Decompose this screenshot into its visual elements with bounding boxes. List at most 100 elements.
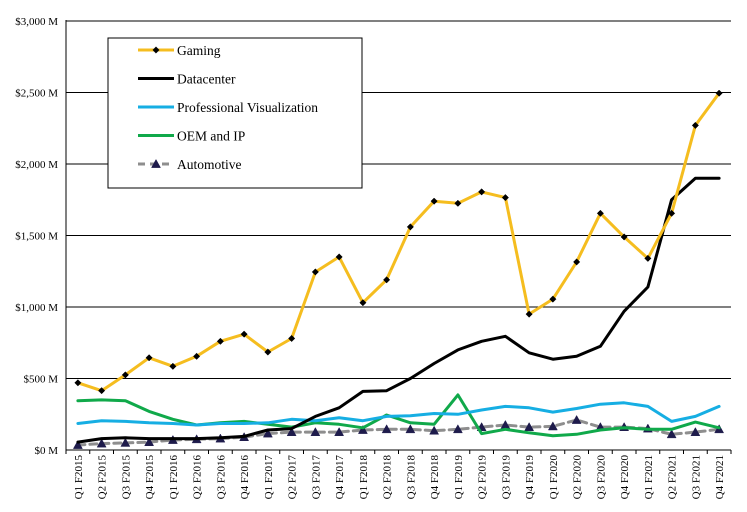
x-tick-label: Q2 F2015 — [97, 455, 109, 500]
series-line — [76, 401, 721, 427]
x-tick-label: Q3 F2017 — [310, 455, 322, 500]
x-tick-label: Q1 F2016 — [168, 455, 180, 500]
x-tick-label: Q1 F2018 — [358, 455, 370, 500]
x-tick-label: Q4 F2017 — [334, 455, 346, 500]
data-point-marker — [145, 354, 153, 362]
data-point-marker — [359, 299, 367, 307]
data-point-marker — [334, 427, 345, 436]
data-point-marker — [144, 437, 155, 446]
data-point-marker — [193, 352, 201, 360]
y-tick-label: $1,500 M — [15, 231, 58, 243]
legend: Gaming Datacenter Professional Visualizati… — [107, 37, 363, 189]
data-point-marker — [429, 425, 440, 435]
data-point-marker — [596, 209, 604, 217]
series-line — [76, 393, 721, 438]
x-tick-label: Q3 F2015 — [120, 455, 132, 500]
data-point-marker — [666, 429, 677, 439]
data-point-marker — [152, 46, 160, 54]
data-point-marker — [72, 439, 83, 449]
x-tick-label: Q1 F2020 — [548, 455, 560, 500]
data-point-marker — [691, 121, 699, 129]
legend-label: Professional Visualization — [177, 100, 318, 115]
y-tick-label: $2,500 M — [15, 88, 58, 100]
x-tick-label: Q2 F2020 — [572, 455, 584, 500]
series-datacenter — [76, 176, 721, 444]
x-tick-label: Q2 F2016 — [192, 455, 204, 500]
data-point-marker — [430, 197, 438, 205]
data-point-marker — [288, 334, 296, 343]
data-point-marker — [381, 424, 392, 434]
x-tick-label: Q4 F2015 — [144, 455, 156, 500]
data-point-marker — [96, 438, 107, 448]
legend-label: Datacenter — [177, 72, 236, 87]
data-point-marker — [549, 295, 557, 303]
data-point-marker — [452, 424, 463, 434]
data-point-marker — [571, 414, 582, 424]
x-tick-labels: Q1 F2015 Q2 F2015 Q3 F2015 Q4 F2015 Q1 F2016… — [73, 455, 726, 500]
data-point-marker — [216, 337, 224, 345]
x-tick-label: Q4 F2016 — [239, 455, 251, 500]
y-tick-label: $2,000 M — [15, 159, 58, 171]
data-point-marker — [383, 276, 391, 284]
data-point-marker — [478, 188, 486, 196]
series-gaming — [74, 89, 723, 395]
x-tick-label: Q1 F2017 — [263, 455, 275, 500]
x-tick-label: Q2 F2019 — [477, 455, 489, 500]
x-tick-label: Q2 F2017 — [287, 455, 299, 500]
data-point-marker — [264, 348, 272, 356]
legend-item: Datacenter — [138, 72, 236, 87]
data-point-marker — [169, 362, 177, 370]
data-point-marker — [311, 268, 319, 276]
series-line — [76, 176, 721, 444]
data-point-marker — [525, 310, 533, 318]
data-point-marker — [454, 199, 462, 207]
series-oem-and-ip — [76, 393, 721, 438]
data-point-marker — [357, 424, 368, 434]
legend-item: Professional Visualization — [138, 100, 318, 115]
x-tick-label: Q4 F2020 — [619, 455, 631, 500]
data-point-marker — [262, 428, 273, 438]
axes — [65, 20, 732, 454]
data-point-marker — [405, 424, 416, 434]
x-tick-label: Q3 F2016 — [215, 455, 227, 500]
data-point-marker — [668, 209, 676, 217]
y-tick-label: $3,000 M — [15, 16, 58, 28]
legend-label: Automotive — [177, 157, 242, 172]
data-point-marker — [310, 427, 321, 436]
legend-item: Gaming — [138, 43, 221, 58]
series-line — [76, 91, 721, 393]
data-point-marker — [524, 422, 535, 431]
series-professional-visualization — [76, 401, 721, 427]
x-tick-label: Q2 F2021 — [667, 455, 679, 499]
data-point-marker — [644, 254, 652, 262]
x-tick-label: Q1 F2019 — [453, 455, 465, 500]
data-point-marker — [547, 421, 558, 431]
x-tick-label: Q3 F2021 — [690, 455, 702, 499]
x-tick-label: Q3 F2019 — [500, 455, 512, 500]
data-point-marker — [501, 194, 509, 202]
data-point-marker — [74, 379, 82, 387]
x-tick-label: Q3 F2020 — [595, 455, 607, 500]
x-tick-label: Q2 F2018 — [382, 455, 394, 500]
data-point-marker — [151, 158, 161, 168]
data-point-marker — [573, 258, 581, 266]
data-point-marker — [240, 330, 248, 338]
legend-label: Gaming — [177, 43, 221, 58]
data-point-marker — [121, 371, 129, 379]
legend-label: OEM and IP — [177, 129, 245, 144]
legend-item: OEM and IP — [138, 129, 245, 144]
data-point-marker — [715, 89, 723, 97]
y-tick-label: $500 M — [23, 374, 58, 386]
data-point-marker — [690, 427, 701, 436]
data-point-marker — [120, 437, 131, 447]
x-tick-label: Q1 F2015 — [73, 455, 85, 500]
y-tick-label: $0 M — [34, 445, 58, 457]
y-tick-label: $1,000 M — [15, 302, 58, 314]
data-point-marker — [335, 253, 343, 261]
data-point-marker — [98, 387, 106, 395]
y-tick-labels: $0 M $500 M $1,000 M $1,500 M $2,000 M $2,500… — [15, 16, 58, 457]
data-point-marker — [406, 223, 414, 231]
x-tick-label: Q4 F2019 — [524, 455, 536, 500]
